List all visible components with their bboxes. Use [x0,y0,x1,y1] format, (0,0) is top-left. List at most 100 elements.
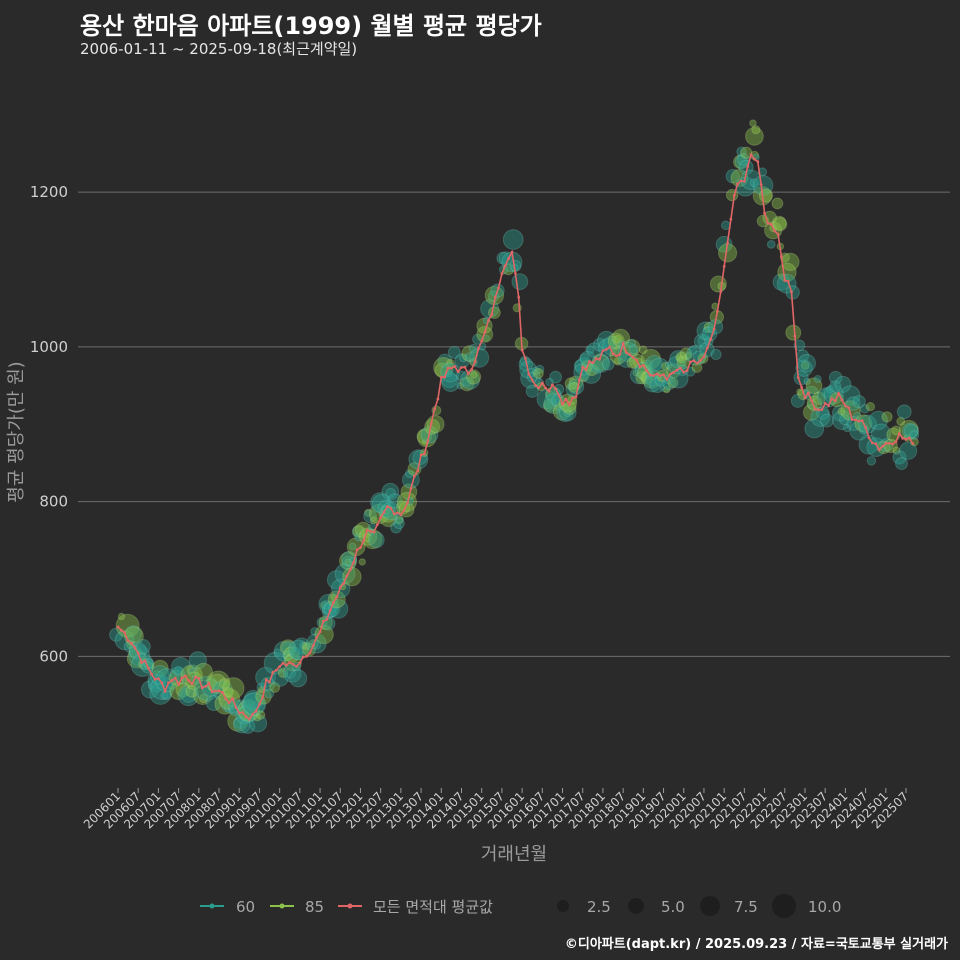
legend-85-dot [279,903,285,909]
average-point [476,347,480,351]
point-85 [364,508,373,517]
point-60 [903,423,919,439]
point-60 [147,674,166,693]
average-point [119,628,123,632]
average-point [187,679,191,683]
point-85 [751,125,761,135]
average-point [123,631,127,635]
point-85 [762,210,778,226]
average-point [194,675,197,679]
average-point [790,290,793,294]
point-60 [462,377,472,387]
average-point [833,399,837,403]
average-point [554,387,558,391]
average-point [860,419,864,423]
average-point [136,651,140,655]
point-60 [464,352,475,362]
point-85 [180,664,204,687]
average-point [402,508,406,512]
point-60 [645,354,663,372]
point-85 [206,670,231,695]
average-point [348,568,352,572]
average-point [780,254,783,258]
point-60 [370,492,391,513]
point-60 [543,393,565,415]
x-axis-ticks: 2006012006072007012007072008012008072009… [81,788,911,832]
average-point [712,327,716,331]
average-point [645,369,649,373]
point-60 [212,680,234,701]
point-85 [253,713,262,722]
average-point [786,279,790,283]
size-legend-dot-2 [628,898,644,914]
point-60 [896,404,912,420]
average-point [749,153,753,157]
point-60 [233,716,246,729]
average-point [470,368,473,371]
average-point [419,453,423,457]
average-point [143,659,147,663]
average-point [901,436,905,440]
point-85 [277,667,289,679]
average-point [904,437,908,441]
average-point [197,676,201,680]
point-85 [426,414,445,434]
average-point [480,339,484,343]
point-60 [648,357,670,379]
average-point [234,705,238,709]
size-legend-dot-4 [772,894,796,918]
point-60 [556,404,574,423]
average-point [581,365,585,369]
average-point [655,372,659,376]
average-point [274,668,278,672]
average-point [840,398,844,402]
point-85 [358,558,366,566]
average-point [379,516,383,520]
average-point [864,426,867,429]
average-point [874,442,878,446]
point-60 [282,650,294,661]
point-60 [363,509,377,524]
average-point [284,663,288,667]
average-point [247,717,251,721]
point-60 [236,700,259,723]
average-point [773,229,777,233]
average-point [513,271,517,275]
average-point [254,709,258,713]
average-point [352,560,356,564]
point-85 [837,407,846,416]
average-point [308,651,312,655]
point-60 [834,375,852,393]
average-point [544,386,548,390]
legend: 60 85 모든 면적대 평균값 2.5 5.0 7.5 10.0 [200,894,841,918]
point-85 [663,385,671,394]
point-85 [896,416,906,426]
average-point [183,674,187,678]
average-point [359,546,362,550]
point-85 [635,370,649,385]
average-point [409,486,413,490]
average-point [177,682,181,686]
average-point [157,677,160,680]
point-85 [222,677,245,700]
average-point [736,182,740,186]
average-point [719,290,723,293]
average-point [652,374,655,377]
point-60 [558,403,577,422]
average-point [598,357,601,361]
average-point [150,672,154,676]
point-85 [256,710,266,720]
average-point [231,696,234,700]
average-point [399,513,403,516]
average-point [891,442,894,446]
average-point [722,265,726,268]
point-85 [279,639,297,656]
y-tick-800: 800 [39,493,68,511]
point-85 [459,376,475,392]
average-point [800,385,804,389]
point-60 [749,178,759,188]
point-85 [568,382,580,393]
average-point [500,272,504,276]
average-point [810,399,814,403]
y-axis-title: 평균 평당가(만 원) [6,361,27,502]
